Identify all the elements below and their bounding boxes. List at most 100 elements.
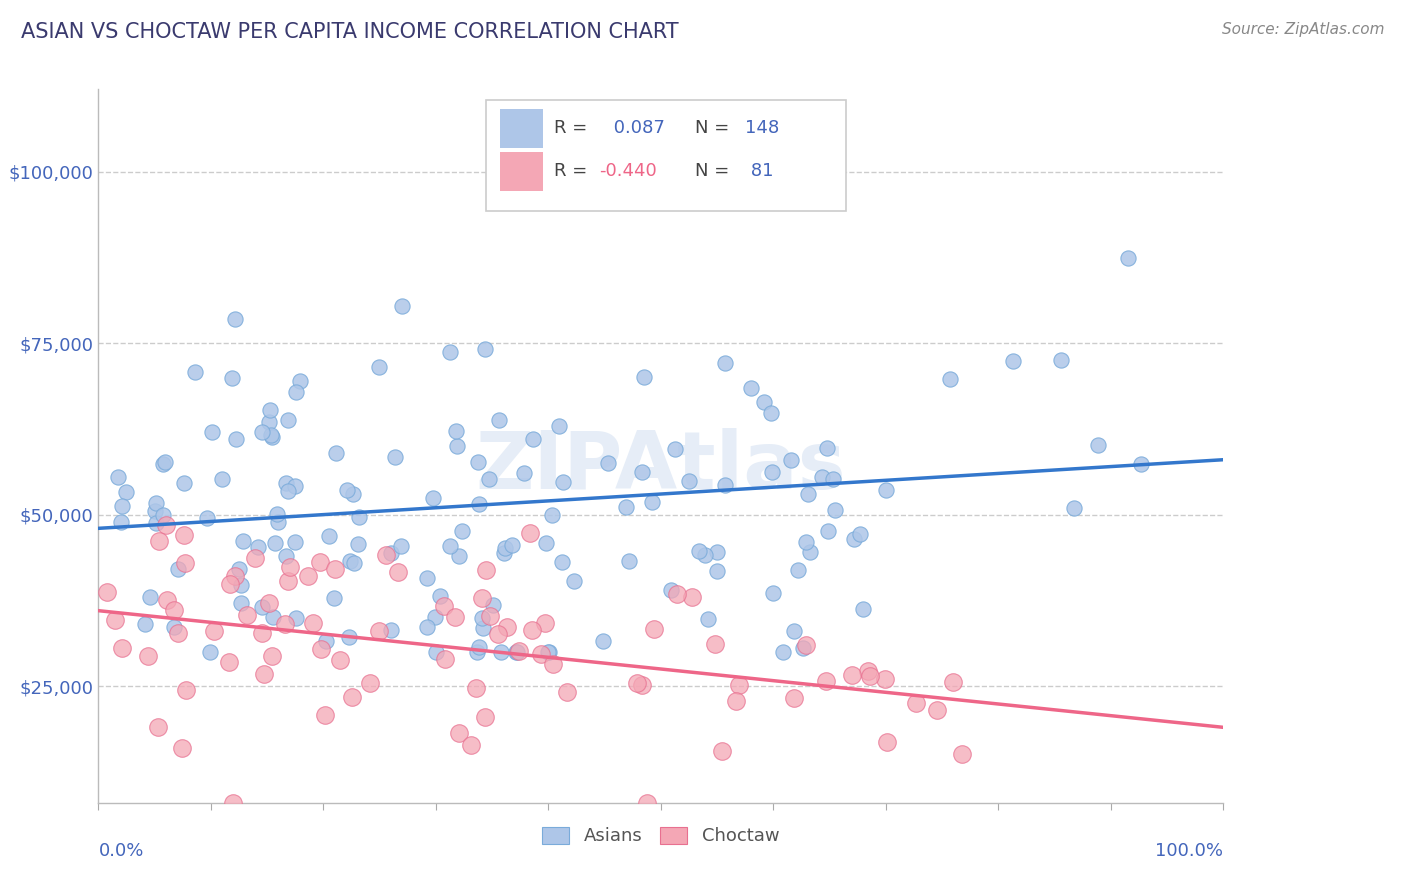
Point [905,696,928,710]
Point [152,508,174,523]
Point [447,726,470,740]
Point [96,585,118,599]
Point [519,525,541,540]
Point [761,465,783,479]
Point [598,457,620,471]
Text: ASIAN VS CHOCTAW PER CAPITA INCOME CORRELATION CHART: ASIAN VS CHOCTAW PER CAPITA INCOME CORRE… [21,22,679,42]
Point [380,623,402,637]
Point [257,596,280,610]
Point [384,450,406,464]
Point [533,615,555,630]
Point [325,446,347,460]
Point [704,637,727,651]
Point [259,416,281,430]
Point [1130,457,1153,471]
Point [446,439,468,453]
Text: R =: R = [554,162,593,180]
Point [284,535,307,549]
Text: ZIPAtlas: ZIPAtlas [475,428,846,507]
Point [277,413,299,427]
Point [468,640,491,654]
Point [631,465,654,479]
Point [439,345,461,359]
Point [551,555,574,569]
Point [367,360,389,375]
Point [796,534,818,549]
Point [314,707,336,722]
Point [551,475,574,489]
FancyBboxPatch shape [501,152,543,191]
Point [478,472,501,486]
Point [174,683,197,698]
Point [278,560,301,574]
Point [636,796,658,810]
Point [359,675,381,690]
Point [541,508,564,523]
Point [522,624,544,638]
Point [592,633,614,648]
Point [416,571,439,585]
Point [329,652,352,666]
Point [297,568,319,582]
Point [449,549,471,564]
Point [541,657,564,671]
Point [315,634,337,648]
Point [250,425,273,439]
Point [110,516,132,530]
Point [664,442,686,456]
Point [267,515,290,529]
Point [875,483,897,498]
Point [537,645,560,659]
Point [277,574,299,588]
Point [232,534,254,549]
Point [139,590,162,604]
Point [824,502,846,516]
Point [156,593,179,607]
Point [475,563,498,577]
Point [815,441,838,455]
Point [252,667,274,681]
Point [104,613,127,627]
Point [172,741,194,756]
Point [823,472,845,486]
Point [259,403,281,417]
Point [218,577,240,591]
Point [153,455,176,469]
Point [641,494,664,508]
Point [814,673,837,688]
Point [494,541,516,556]
Point [274,476,297,491]
Point [309,642,332,657]
Point [439,539,461,553]
Point [184,365,207,379]
Point [145,516,167,530]
Point [429,590,451,604]
Point [797,486,820,500]
Point [875,672,897,686]
Text: -0.440: -0.440 [599,162,657,180]
Point [387,566,409,580]
Point [706,564,728,578]
Point [780,453,803,467]
Point [425,645,447,659]
Point [274,549,297,564]
Point [783,624,806,639]
Point [339,554,361,568]
Point [433,599,456,614]
Point [465,645,488,659]
Point [284,479,307,493]
Point [681,591,703,605]
Point [852,602,875,616]
Point [537,645,560,659]
Point [202,624,225,639]
Point [841,668,863,682]
Point [1116,251,1139,265]
Point [374,548,396,562]
Point [250,599,273,614]
Point [284,385,307,400]
Point [474,710,496,724]
Text: R =: R = [554,120,593,137]
Point [163,603,186,617]
Point [460,738,482,752]
Point [342,487,364,501]
